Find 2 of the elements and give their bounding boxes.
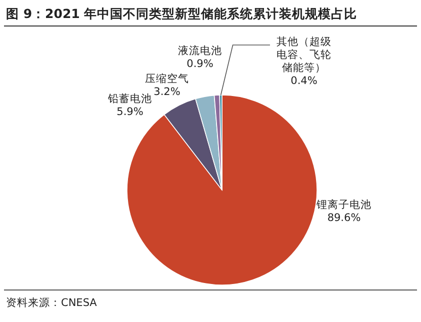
annotation: 资料来源：CNESA (6, 297, 97, 309)
title: 图 9：2021 年中国不同类型新型储能系统累计装机规模占比 (6, 6, 358, 21)
